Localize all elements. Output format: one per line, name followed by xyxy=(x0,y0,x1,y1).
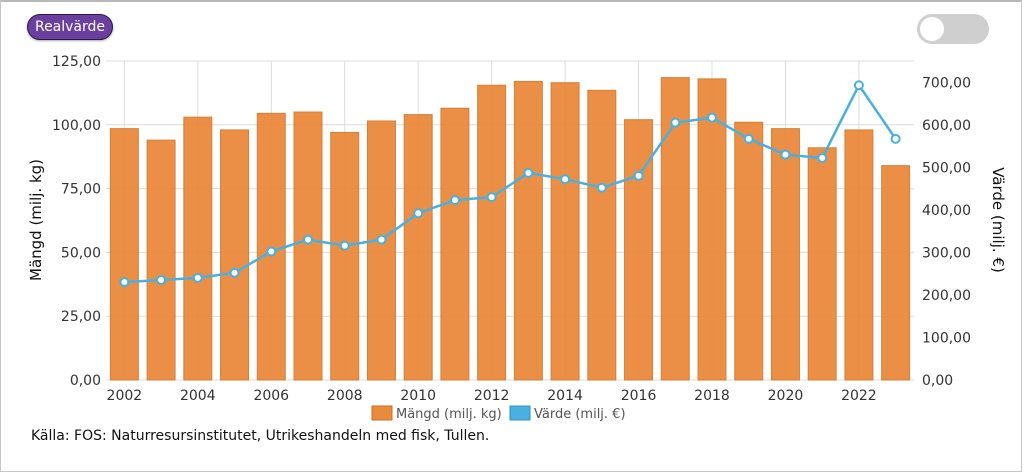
value-line xyxy=(124,83,897,284)
value-point-2007 xyxy=(303,234,313,245)
x-axis-ticks: 2002 2004 2006 2008 2010 2012 2014 2016 2018 2020… xyxy=(107,388,877,404)
right-tick-label: 200,00 xyxy=(922,288,971,304)
left-tick-label: 100,00 xyxy=(52,118,101,134)
value-point-2010 xyxy=(413,208,424,219)
bar-2007 xyxy=(293,111,323,381)
bar-2020 xyxy=(770,128,800,381)
value-point-2014 xyxy=(560,174,571,185)
bar-2008 xyxy=(330,131,360,381)
real-value-button[interactable]: Realvärde xyxy=(27,14,113,40)
bar-2014 xyxy=(550,82,580,381)
left-tick-label: 25,00 xyxy=(61,309,101,325)
left-tick-label: 0,00 xyxy=(70,373,101,389)
right-axis-title: Värde (milj. €) xyxy=(989,167,1007,273)
right-tick-label: 0,00 xyxy=(922,373,953,389)
value-point-2002 xyxy=(119,277,130,288)
bar-2004 xyxy=(183,116,213,381)
bar-2011 xyxy=(440,107,470,381)
x-tick-label: 2010 xyxy=(400,388,436,404)
value-point-2011 xyxy=(449,195,460,206)
legend-label-value[interactable]: Värde (milj. €) xyxy=(534,407,626,422)
left-tick-label: 125,00 xyxy=(52,54,101,70)
value-point-2005 xyxy=(229,267,240,278)
bar-2006 xyxy=(256,112,286,381)
value-point-2016 xyxy=(633,170,644,181)
x-tick-label: 2004 xyxy=(180,388,216,404)
right-tick-label: 100,00 xyxy=(922,330,971,346)
right-tick-label: 400,00 xyxy=(922,203,971,219)
combo-chart: 0,00 25,00 50,00 75,00 100,00 125,00 0,00 100,… xyxy=(27,54,1007,422)
view-toggle-switch[interactable] xyxy=(917,14,989,44)
right-tick-label: 300,00 xyxy=(922,245,971,261)
bar-2018 xyxy=(697,78,727,381)
bar-2016 xyxy=(624,119,654,381)
value-point-2022 xyxy=(853,80,864,91)
bar-2015 xyxy=(587,89,617,381)
x-tick-label: 2022 xyxy=(841,388,877,404)
x-tick-label: 2006 xyxy=(253,388,289,404)
toggle-knob xyxy=(920,17,944,41)
value-point-2006 xyxy=(266,246,277,257)
x-tick-label: 2018 xyxy=(694,388,730,404)
value-point-2015 xyxy=(596,182,607,193)
bar-2009 xyxy=(366,120,396,381)
value-point-2012 xyxy=(486,192,497,203)
value-point-2003 xyxy=(156,275,167,286)
bar-series xyxy=(109,77,911,381)
left-axis-title: Mängd (milj. kg) xyxy=(27,159,45,281)
right-axis-ticks: 0,00 100,00 200,00 300,00 400,00 500,00 600,00… xyxy=(922,75,971,389)
x-tick-label: 2002 xyxy=(107,388,143,404)
x-tick-label: 2016 xyxy=(621,388,657,404)
value-point-2017 xyxy=(670,117,681,128)
bar-2019 xyxy=(734,121,764,381)
x-tick-label: 2014 xyxy=(547,388,583,404)
value-point-2008 xyxy=(339,240,350,251)
bar-2022 xyxy=(844,129,874,381)
value-point-2019 xyxy=(743,133,754,144)
value-point-2020 xyxy=(780,149,791,160)
legend-swatch-quantity xyxy=(371,405,393,421)
right-tick-label: 500,00 xyxy=(922,160,971,176)
value-point-2004 xyxy=(192,272,203,283)
bar-2013 xyxy=(513,80,543,381)
legend-label-quantity[interactable]: Mängd (milj. kg) xyxy=(396,407,502,422)
bar-2002 xyxy=(109,128,139,381)
value-point-2013 xyxy=(523,167,534,178)
right-tick-label: 700,00 xyxy=(922,75,971,91)
bar-2010 xyxy=(403,114,433,381)
bar-2017 xyxy=(660,77,690,381)
bar-2005 xyxy=(220,129,250,381)
bar-2023 xyxy=(881,165,911,381)
bar-2003 xyxy=(146,139,176,381)
left-tick-label: 50,00 xyxy=(61,245,101,261)
value-point-2018 xyxy=(707,112,717,123)
value-point-2021 xyxy=(817,152,828,163)
x-tick-label: 2020 xyxy=(768,388,804,404)
legend: Mängd (milj. kg) Värde (milj. €) xyxy=(371,405,626,422)
bar-2012 xyxy=(477,84,507,381)
bar-2021 xyxy=(807,147,837,381)
legend-swatch-value xyxy=(509,405,531,421)
line-series xyxy=(119,80,901,288)
right-tick-label: 600,00 xyxy=(922,118,971,134)
value-point-2009 xyxy=(376,234,387,245)
x-tick-label: 2012 xyxy=(474,388,510,404)
left-axis-ticks: 0,00 25,00 50,00 75,00 100,00 125,00 xyxy=(52,54,101,389)
value-point-2023 xyxy=(890,133,901,144)
source-note: Källa: FOS: Naturresursinstitutet, Utrik… xyxy=(31,428,490,444)
x-tick-label: 2008 xyxy=(327,388,363,404)
left-tick-label: 75,00 xyxy=(61,182,101,198)
